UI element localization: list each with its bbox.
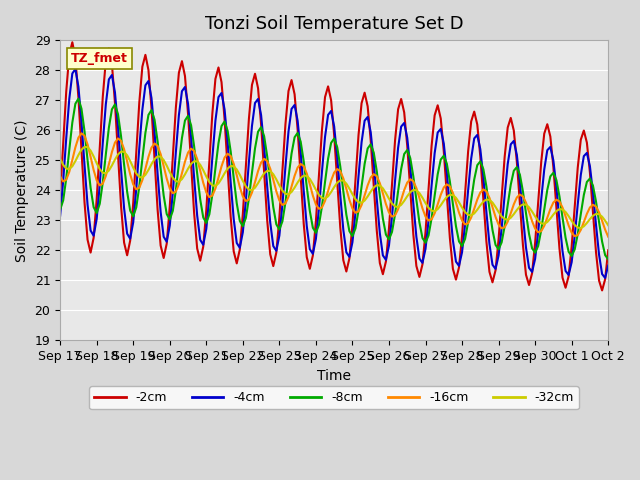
Line: -16cm: -16cm bbox=[60, 133, 608, 237]
Y-axis label: Soil Temperature (C): Soil Temperature (C) bbox=[15, 119, 29, 262]
-16cm bbox=[56, 173, 64, 179]
-16cm bbox=[212, 186, 220, 192]
-8cm bbox=[212, 165, 220, 171]
Text: TZ_fmet: TZ_fmet bbox=[71, 52, 128, 65]
-32cm bbox=[321, 196, 329, 202]
-4cm bbox=[513, 152, 521, 158]
-32cm bbox=[604, 222, 612, 228]
-16cm bbox=[77, 131, 85, 136]
-4cm bbox=[72, 66, 79, 72]
-4cm bbox=[105, 76, 113, 82]
-16cm bbox=[513, 194, 521, 200]
-2cm bbox=[141, 52, 149, 58]
-2cm bbox=[212, 76, 220, 82]
-4cm bbox=[56, 213, 64, 218]
-2cm bbox=[56, 193, 64, 199]
-8cm bbox=[604, 256, 612, 262]
-8cm bbox=[513, 164, 521, 170]
-16cm bbox=[604, 234, 612, 240]
-2cm bbox=[513, 159, 521, 165]
Line: -8cm: -8cm bbox=[60, 99, 608, 259]
-32cm bbox=[513, 207, 521, 213]
-4cm bbox=[604, 263, 612, 268]
-2cm bbox=[321, 94, 329, 100]
-32cm bbox=[81, 144, 88, 150]
-4cm bbox=[321, 134, 329, 140]
-32cm bbox=[141, 172, 149, 178]
-2cm bbox=[604, 247, 612, 253]
-4cm bbox=[141, 83, 149, 88]
-8cm bbox=[75, 96, 83, 102]
-8cm bbox=[56, 207, 64, 213]
Line: -2cm: -2cm bbox=[60, 42, 608, 290]
-32cm bbox=[56, 156, 64, 162]
-8cm bbox=[324, 156, 332, 162]
-16cm bbox=[324, 188, 332, 194]
Line: -4cm: -4cm bbox=[60, 69, 608, 278]
-16cm bbox=[321, 198, 329, 204]
-2cm bbox=[324, 84, 332, 89]
-2cm bbox=[105, 46, 113, 51]
-4cm bbox=[602, 275, 609, 281]
-16cm bbox=[141, 166, 149, 172]
-8cm bbox=[105, 125, 113, 131]
Line: -32cm: -32cm bbox=[60, 147, 608, 228]
-8cm bbox=[321, 179, 329, 185]
-2cm bbox=[598, 288, 606, 293]
-32cm bbox=[212, 183, 220, 189]
-4cm bbox=[324, 112, 332, 118]
-32cm bbox=[577, 225, 584, 231]
Title: Tonzi Soil Temperature Set D: Tonzi Soil Temperature Set D bbox=[205, 15, 463, 33]
-16cm bbox=[105, 161, 113, 167]
-4cm bbox=[212, 118, 220, 123]
-2cm bbox=[68, 39, 76, 45]
-32cm bbox=[324, 193, 332, 199]
X-axis label: Time: Time bbox=[317, 369, 351, 383]
-8cm bbox=[141, 130, 149, 136]
Legend: -2cm, -4cm, -8cm, -16cm, -32cm: -2cm, -4cm, -8cm, -16cm, -32cm bbox=[90, 386, 579, 409]
-32cm bbox=[105, 168, 113, 173]
